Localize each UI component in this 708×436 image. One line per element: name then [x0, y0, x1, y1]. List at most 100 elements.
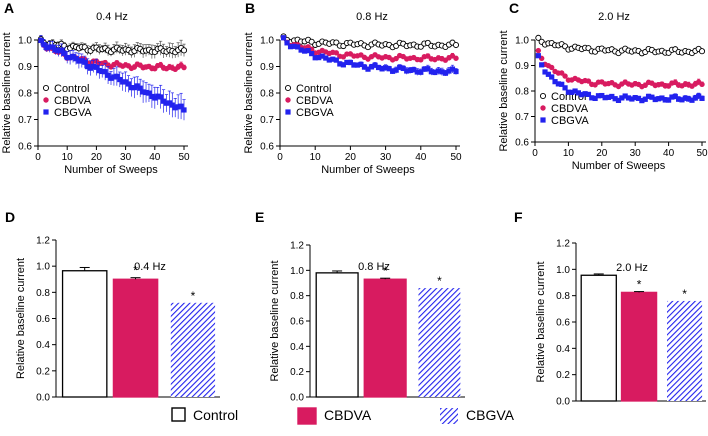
cbgva-point	[622, 93, 628, 99]
cbgva-point	[615, 97, 622, 103]
cbgva-point	[386, 66, 392, 72]
significance-star: *	[437, 274, 442, 288]
legend-label: CBDVA	[54, 95, 92, 107]
cbgva-point	[365, 66, 371, 72]
cbgva-point	[108, 75, 114, 81]
bar-control	[61, 270, 108, 398]
control-point	[539, 92, 547, 100]
cbgva-point	[316, 55, 322, 61]
cbgva-point	[64, 54, 70, 61]
cbgva-point	[692, 95, 698, 101]
y-tick-label: 0.9	[260, 62, 274, 73]
cbgva-point	[602, 95, 608, 101]
legend-label: CBGVA	[54, 107, 92, 119]
x-tick-label: 40	[663, 148, 675, 159]
cbgva-point	[76, 58, 82, 64]
panel-c: C 0.6 0.7 0.8 0.9 1.0 Relative baseline curren…	[498, 0, 708, 172]
cbgva-point	[575, 90, 582, 96]
cbdva-point	[285, 97, 291, 103]
cbgva-point	[73, 56, 79, 62]
significance-star: *	[133, 264, 138, 278]
bar-cbdva	[112, 278, 159, 398]
series-control	[280, 33, 460, 51]
cbgva-point	[572, 88, 578, 94]
y-tick-label: 0.2	[290, 367, 304, 378]
cbgva-point	[407, 67, 413, 74]
chart-title: 2.0 Hz	[598, 11, 630, 23]
panel-letter: E	[255, 209, 264, 225]
cbgva-point	[442, 70, 449, 76]
cbgva-point	[99, 68, 105, 75]
cbgva-point	[652, 96, 658, 103]
bottom-legend: Control CBDVA CBGVA	[171, 407, 515, 425]
cbgva-point	[85, 64, 91, 70]
cbgva-point	[149, 93, 155, 100]
cbgva-point	[589, 95, 595, 101]
cbgva-point	[178, 103, 184, 109]
cbgva-point	[645, 93, 652, 99]
cbdva-point	[453, 55, 459, 61]
y-tick-label: 1.2	[556, 239, 570, 250]
cbgva-point	[160, 98, 167, 104]
y-tick-label: 0.8	[18, 89, 32, 100]
legend-swatch-control	[171, 407, 186, 422]
cbgva-point	[539, 62, 545, 68]
panel-e: E 0.0 0.2 0.4 0.6 0.8 1.0 1.2 Relative baseline …	[255, 209, 465, 404]
cbgva-point	[689, 97, 695, 103]
cbgva-point	[375, 64, 382, 71]
x-tick-label: 20	[345, 152, 357, 163]
cbgva-point	[592, 95, 598, 102]
cbgva-point	[70, 53, 76, 60]
cbgva-point	[166, 100, 172, 106]
x-tick-label: 0	[277, 152, 283, 163]
x-tick-label: 0	[35, 152, 41, 163]
cbgva-point	[428, 69, 434, 75]
y-axis-title: Relative baseline current	[535, 261, 547, 382]
x-tick-label: 20	[596, 148, 608, 159]
cbgva-point	[305, 48, 311, 54]
y-tick-label: 0.9	[18, 62, 32, 73]
cbgva-point	[642, 96, 648, 102]
x-tick-label: 40	[149, 152, 161, 163]
cbgva-point	[435, 68, 441, 74]
cbdva-point	[418, 57, 424, 63]
y-tick-label: 0.8	[556, 291, 570, 302]
legend-label-cbgva: CBGVA	[466, 407, 515, 423]
significance-star: *	[191, 289, 196, 303]
cbgva-point	[542, 69, 548, 75]
y-tick-label: 0.6	[515, 138, 529, 149]
cbgva-point	[169, 102, 175, 108]
cbgva-point	[131, 85, 137, 91]
legend-label-cbdva: CBDVA	[324, 407, 372, 423]
y-tick-label: 0.7	[515, 112, 529, 123]
legend-label: Control	[54, 83, 89, 95]
y-axis-title: Relative baseline current	[15, 258, 27, 379]
cbgva-point	[284, 40, 290, 46]
y-tick-label: 0.8	[36, 288, 50, 299]
cbgva-point	[354, 62, 361, 68]
y-tick-label: 1.0	[556, 265, 570, 276]
cbgva-point	[82, 59, 88, 65]
legend-swatch-cbgva	[440, 408, 458, 424]
control-point	[535, 34, 542, 41]
x-tick-label: 10	[310, 152, 322, 163]
significance-star: *	[637, 278, 642, 292]
control-point	[452, 41, 460, 49]
bar-cbdva	[363, 278, 407, 398]
bar-cbgva	[418, 288, 461, 397]
cbdva-point	[393, 55, 399, 62]
x-tick-label: 50	[696, 148, 708, 159]
y-tick-label: 0.8	[515, 87, 529, 98]
y-tick-label: 0.7	[260, 115, 274, 126]
cbgva-point	[397, 64, 403, 70]
cbgva-point	[117, 76, 123, 83]
cbgva-point	[96, 68, 102, 74]
y-axis-title: Relative baseline current	[243, 32, 255, 153]
cbgva-point	[43, 109, 49, 115]
panel-letter: D	[5, 209, 15, 225]
y-tick-label: 0.0	[36, 393, 50, 404]
cbgva-point	[309, 51, 315, 57]
cbgva-point	[52, 47, 59, 53]
cbgva-point	[295, 44, 301, 50]
cbgva-point	[629, 96, 635, 102]
